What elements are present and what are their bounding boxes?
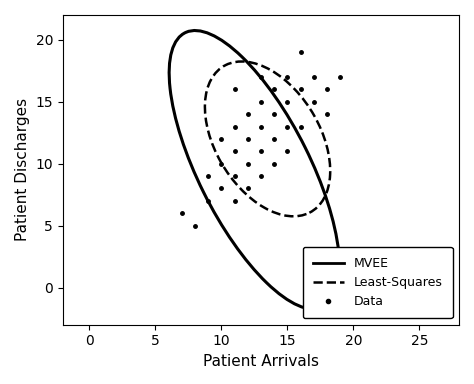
Data	[245, 112, 251, 116]
Data	[232, 124, 237, 129]
Data	[258, 124, 264, 129]
Data	[205, 174, 211, 178]
Data	[271, 161, 277, 166]
Data	[192, 223, 198, 228]
Data	[205, 199, 211, 203]
Data	[219, 161, 224, 166]
Data	[232, 87, 237, 92]
Line: Data: Data	[178, 49, 344, 229]
Data	[311, 99, 317, 104]
Data	[298, 124, 303, 129]
Data	[232, 149, 237, 154]
Data	[337, 74, 343, 79]
Data	[219, 137, 224, 141]
Data	[245, 161, 251, 166]
Legend: MVEE, Least-Squares, Data: MVEE, Least-Squares, Data	[302, 247, 453, 318]
Data	[298, 50, 303, 55]
Data	[258, 74, 264, 79]
Y-axis label: Patient Discharges: Patient Discharges	[15, 98, 30, 242]
Data	[219, 186, 224, 191]
Data	[324, 87, 330, 92]
Data	[284, 124, 290, 129]
Data	[232, 199, 237, 203]
Data	[311, 74, 317, 79]
Data	[258, 99, 264, 104]
Data	[284, 99, 290, 104]
Data	[271, 137, 277, 141]
Data	[258, 149, 264, 154]
Data	[284, 149, 290, 154]
Data	[258, 174, 264, 178]
Data	[271, 87, 277, 92]
Data	[284, 74, 290, 79]
Data	[232, 174, 237, 178]
Data	[245, 186, 251, 191]
Data	[298, 87, 303, 92]
Data	[245, 137, 251, 141]
X-axis label: Patient Arrivals: Patient Arrivals	[203, 354, 319, 369]
Data	[324, 112, 330, 116]
Data	[179, 211, 184, 215]
Data	[271, 112, 277, 116]
